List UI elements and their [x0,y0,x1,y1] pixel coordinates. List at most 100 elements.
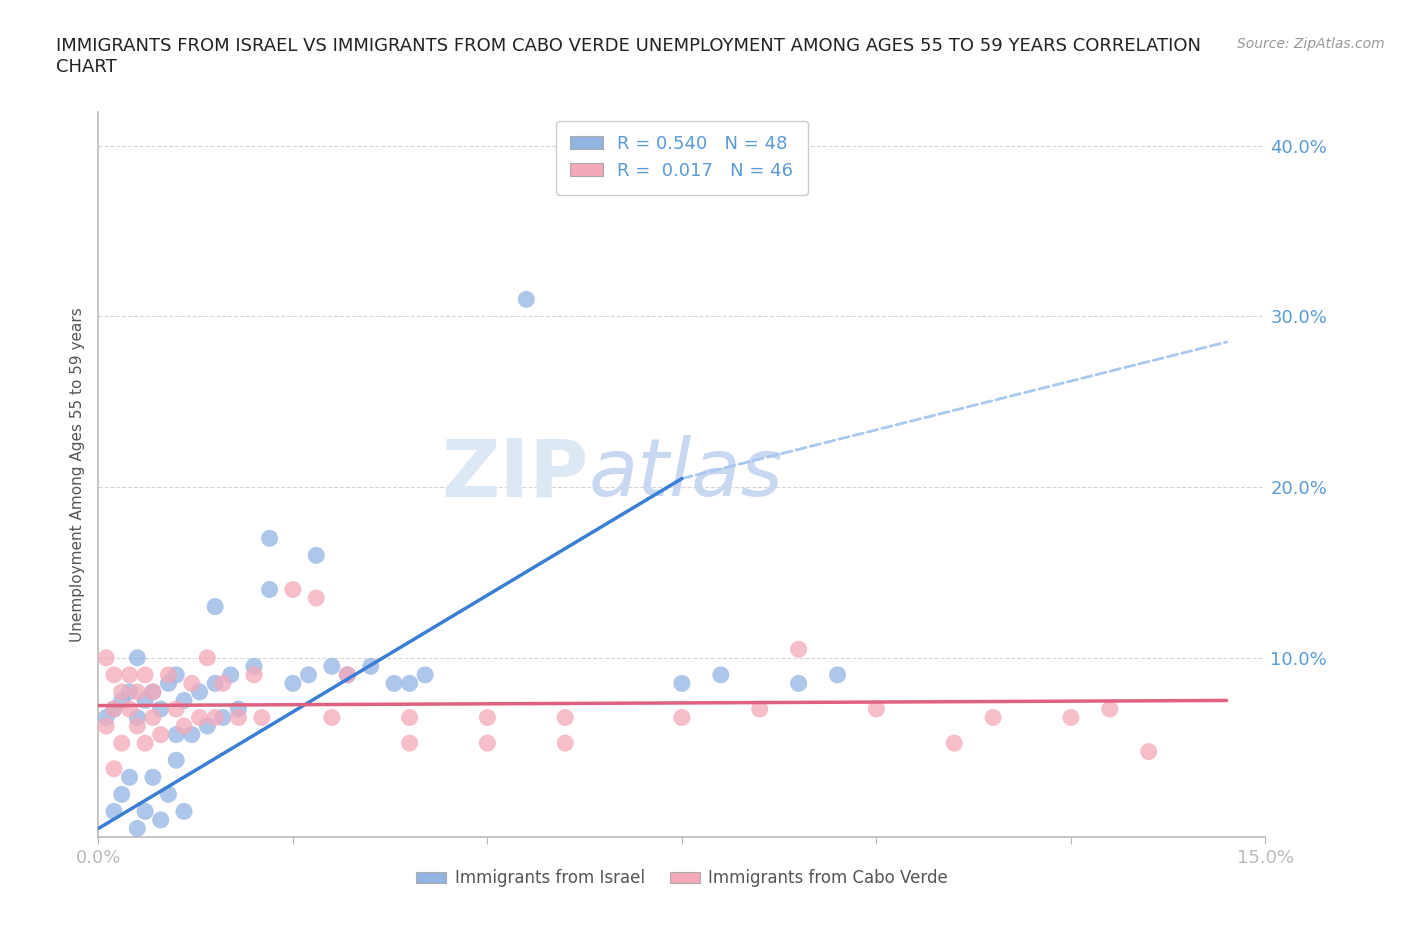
Point [981,711,1004,725]
Point [173,804,195,818]
Point [382,676,405,691]
Point [173,693,195,708]
Point [943,736,966,751]
Point [96,711,118,725]
Point [787,676,810,691]
Point [413,668,436,683]
Point [281,582,304,597]
Point [515,292,537,307]
Point [228,711,250,725]
Point [142,770,165,785]
Point [281,676,304,691]
Point [243,668,266,683]
Text: ZIP: ZIP [441,435,589,513]
Point [188,684,211,699]
Point [398,711,420,725]
Point [165,727,187,742]
Point [157,787,180,802]
Point [336,668,359,683]
Point [103,668,125,683]
Point [1098,701,1121,716]
Point [149,701,172,716]
Point [142,711,165,725]
Point [477,711,499,725]
Point [259,531,281,546]
Point [96,719,118,734]
Point [127,821,149,836]
Point [127,650,149,665]
Point [297,668,319,683]
Point [165,701,187,716]
Point [149,813,172,828]
Point [250,711,273,725]
Point [204,711,226,725]
Point [149,727,172,742]
Point [259,582,281,597]
Point [360,658,382,673]
Point [321,711,343,725]
Point [398,676,420,691]
Point [554,736,576,751]
Point [173,719,195,734]
Point [134,668,156,683]
Point [165,752,187,767]
Point [118,668,141,683]
Point [228,701,250,716]
Point [554,711,576,725]
Point [188,711,211,725]
Point [827,668,849,683]
Point [710,668,733,683]
Point [865,701,887,716]
Text: atlas: atlas [589,435,783,513]
Point [96,650,118,665]
Point [477,736,499,751]
Point [1060,711,1083,725]
Point [142,684,165,699]
Point [195,650,218,665]
Point [212,711,235,725]
Point [204,676,226,691]
Point [398,736,420,751]
Point [180,727,202,742]
Text: Source: ZipAtlas.com: Source: ZipAtlas.com [1237,37,1385,51]
Point [157,668,180,683]
Point [204,599,226,614]
Point [127,684,149,699]
Point [134,736,156,751]
Point [1137,744,1160,759]
Point [134,693,156,708]
Point [118,770,141,785]
Text: IMMIGRANTS FROM ISRAEL VS IMMIGRANTS FROM CABO VERDE UNEMPLOYMENT AMONG AGES 55 : IMMIGRANTS FROM ISRAEL VS IMMIGRANTS FRO… [56,37,1201,76]
Point [118,684,141,699]
Point [212,676,235,691]
Point [111,693,134,708]
Point [142,684,165,699]
Legend: Immigrants from Israel, Immigrants from Cabo Verde: Immigrants from Israel, Immigrants from … [409,863,955,894]
Point [127,719,149,734]
Point [305,548,328,563]
Point [219,668,242,683]
Point [321,658,343,673]
Point [111,684,134,699]
Point [103,701,125,716]
Point [103,701,125,716]
Point [671,711,693,725]
Point [134,804,156,818]
Point [195,719,218,734]
Point [111,736,134,751]
Point [127,711,149,725]
Point [671,676,693,691]
Point [157,676,180,691]
Point [103,762,125,777]
Point [748,701,770,716]
Y-axis label: Unemployment Among Ages 55 to 59 years: Unemployment Among Ages 55 to 59 years [69,307,84,642]
Point [103,804,125,818]
Point [787,642,810,657]
Point [118,701,141,716]
Point [243,658,266,673]
Point [111,787,134,802]
Point [180,676,202,691]
Point [305,591,328,605]
Point [165,668,187,683]
Point [336,668,359,683]
